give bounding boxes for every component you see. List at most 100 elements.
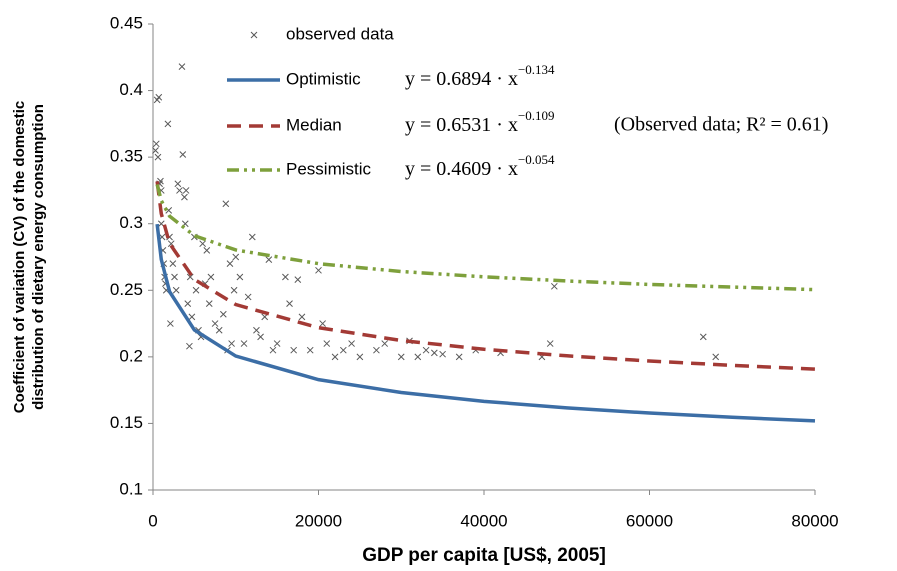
x-tick-label: 80000 — [791, 511, 838, 530]
data-point — [211, 320, 219, 327]
data-point — [169, 260, 177, 268]
data-point — [546, 340, 554, 347]
data-point — [181, 193, 188, 201]
data-point — [356, 353, 364, 361]
legend-label: observed data — [286, 24, 394, 43]
data-point — [236, 273, 244, 281]
legend-label: Optimistic — [286, 69, 361, 88]
data-point — [179, 151, 187, 158]
data-point — [414, 353, 422, 361]
data-point — [174, 180, 182, 188]
legend-label: Pessimistic — [286, 159, 372, 178]
data-point — [178, 63, 186, 70]
data-point — [331, 353, 339, 361]
equation: y = 0.4609 · x−0.054 — [405, 152, 555, 180]
data-point — [182, 187, 190, 194]
data-point — [186, 342, 193, 350]
data-point — [422, 346, 430, 354]
data-point — [244, 293, 252, 301]
data-point — [397, 353, 405, 361]
y-tick-label: 0.3 — [119, 213, 143, 232]
data-point — [381, 340, 389, 347]
y-axis-title-line: Coefficient of variation (CV) of the dom… — [11, 101, 28, 414]
y-tick-label: 0.25 — [110, 280, 143, 299]
data-point — [230, 286, 238, 294]
data-point — [348, 340, 355, 347]
x-tick-label: 60000 — [626, 511, 673, 530]
data-point — [455, 353, 463, 361]
data-point — [298, 313, 306, 321]
data-point — [286, 300, 293, 307]
data-point — [154, 153, 162, 161]
equation-text: y = 0.4609 · x — [405, 158, 518, 180]
x-tick-label: 0 — [148, 511, 157, 530]
data-point — [228, 340, 235, 347]
data-point — [192, 286, 200, 294]
data-point — [176, 187, 183, 194]
equation-exponent: −0.134 — [518, 62, 555, 77]
legend-label: Median — [286, 115, 342, 134]
data-point — [248, 233, 256, 241]
legend-marker — [250, 31, 258, 39]
data-point — [205, 300, 213, 307]
data-point — [550, 282, 558, 290]
data-point — [257, 333, 264, 341]
data-point — [152, 147, 159, 154]
equation: y = 0.6894 · x−0.134 — [405, 62, 555, 90]
line-series — [155, 223, 816, 423]
y-tick-label: 0.4 — [119, 80, 143, 99]
equation: y = 0.6531 · x−0.109 — [405, 108, 555, 136]
data-point — [253, 326, 260, 334]
data-point — [319, 320, 326, 327]
data-point — [222, 200, 230, 208]
y-tick-label: 0.45 — [110, 13, 143, 32]
data-point — [188, 313, 196, 321]
data-point — [712, 353, 720, 361]
data-point — [155, 93, 163, 101]
data-point — [339, 346, 347, 354]
data-point — [219, 310, 227, 318]
x-tick-label: 20000 — [295, 511, 342, 530]
y-tick-label: 0.35 — [110, 147, 143, 166]
data-point — [171, 273, 178, 281]
data-point — [699, 333, 707, 341]
equation-text: y = 0.6894 · x — [405, 68, 518, 90]
data-point — [184, 300, 192, 307]
data-point — [203, 246, 211, 254]
data-point — [207, 273, 215, 281]
x-axis-title: GDP per capita [US$, 2005] — [362, 545, 606, 566]
data-point — [269, 346, 277, 354]
data-point — [294, 276, 302, 283]
y-tick-label: 0.1 — [119, 479, 143, 498]
data-point — [152, 140, 160, 148]
data-point — [282, 273, 289, 281]
equation-exponent: −0.109 — [518, 108, 555, 123]
data-point — [373, 346, 380, 354]
y-tick-label: 0.15 — [110, 413, 143, 432]
y-axis-title-line: distribution of dietary energy consumpti… — [30, 104, 47, 410]
data-point — [439, 350, 446, 358]
data-point — [199, 240, 207, 248]
y-tick-label: 0.2 — [119, 346, 143, 365]
equation-text: y = 0.6531 · x — [405, 114, 518, 136]
data-point — [226, 260, 234, 268]
data-point — [273, 340, 281, 347]
equation-exponent: −0.054 — [518, 152, 555, 167]
data-point — [315, 266, 322, 274]
data-point — [265, 256, 273, 264]
line-series — [155, 181, 816, 371]
x-tick-label: 40000 — [460, 511, 507, 530]
data-point — [240, 340, 248, 347]
data-point — [167, 320, 174, 327]
data-point — [430, 349, 438, 357]
line-series — [155, 184, 816, 292]
data-point — [215, 326, 223, 334]
data-point — [232, 253, 240, 261]
data-point — [290, 346, 298, 354]
data-point — [172, 286, 180, 294]
data-point — [306, 346, 314, 354]
y-axis-title: Coefficient of variation (CV) of the dom… — [11, 101, 47, 414]
data-point — [164, 120, 172, 128]
